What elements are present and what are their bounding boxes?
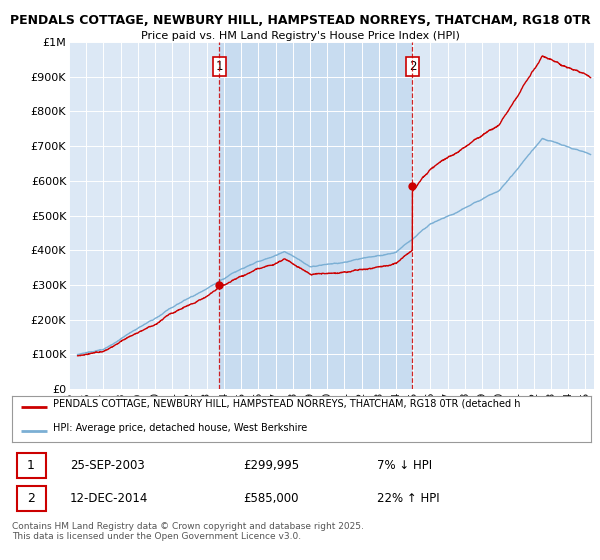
- Bar: [219, 42, 412, 389]
- Text: £299,995: £299,995: [244, 459, 300, 472]
- Text: 2: 2: [409, 60, 416, 73]
- Text: 12-DEC-2014: 12-DEC-2014: [70, 492, 148, 505]
- Text: 7% ↓ HPI: 7% ↓ HPI: [377, 459, 432, 472]
- Text: PENDALS COTTAGE, NEWBURY HILL, HAMPSTEAD NORREYS, THATCHAM, RG18 0TR (detached h: PENDALS COTTAGE, NEWBURY HILL, HAMPSTEAD…: [53, 399, 520, 409]
- Text: HPI: Average price, detached house, West Berkshire: HPI: Average price, detached house, West…: [53, 423, 307, 433]
- Text: 22% ↑ HPI: 22% ↑ HPI: [377, 492, 439, 505]
- Text: 1: 1: [215, 60, 223, 73]
- Text: £585,000: £585,000: [244, 492, 299, 505]
- Text: 1: 1: [27, 459, 35, 472]
- Text: 2: 2: [27, 492, 35, 505]
- Text: PENDALS COTTAGE, NEWBURY HILL, HAMPSTEAD NORREYS, THATCHAM, RG18 0TR: PENDALS COTTAGE, NEWBURY HILL, HAMPSTEAD…: [10, 14, 590, 27]
- Text: Contains HM Land Registry data © Crown copyright and database right 2025.
This d: Contains HM Land Registry data © Crown c…: [12, 522, 364, 542]
- Text: 25-SEP-2003: 25-SEP-2003: [70, 459, 145, 472]
- Text: Price paid vs. HM Land Registry's House Price Index (HPI): Price paid vs. HM Land Registry's House …: [140, 31, 460, 41]
- FancyBboxPatch shape: [17, 486, 46, 511]
- FancyBboxPatch shape: [17, 453, 46, 478]
